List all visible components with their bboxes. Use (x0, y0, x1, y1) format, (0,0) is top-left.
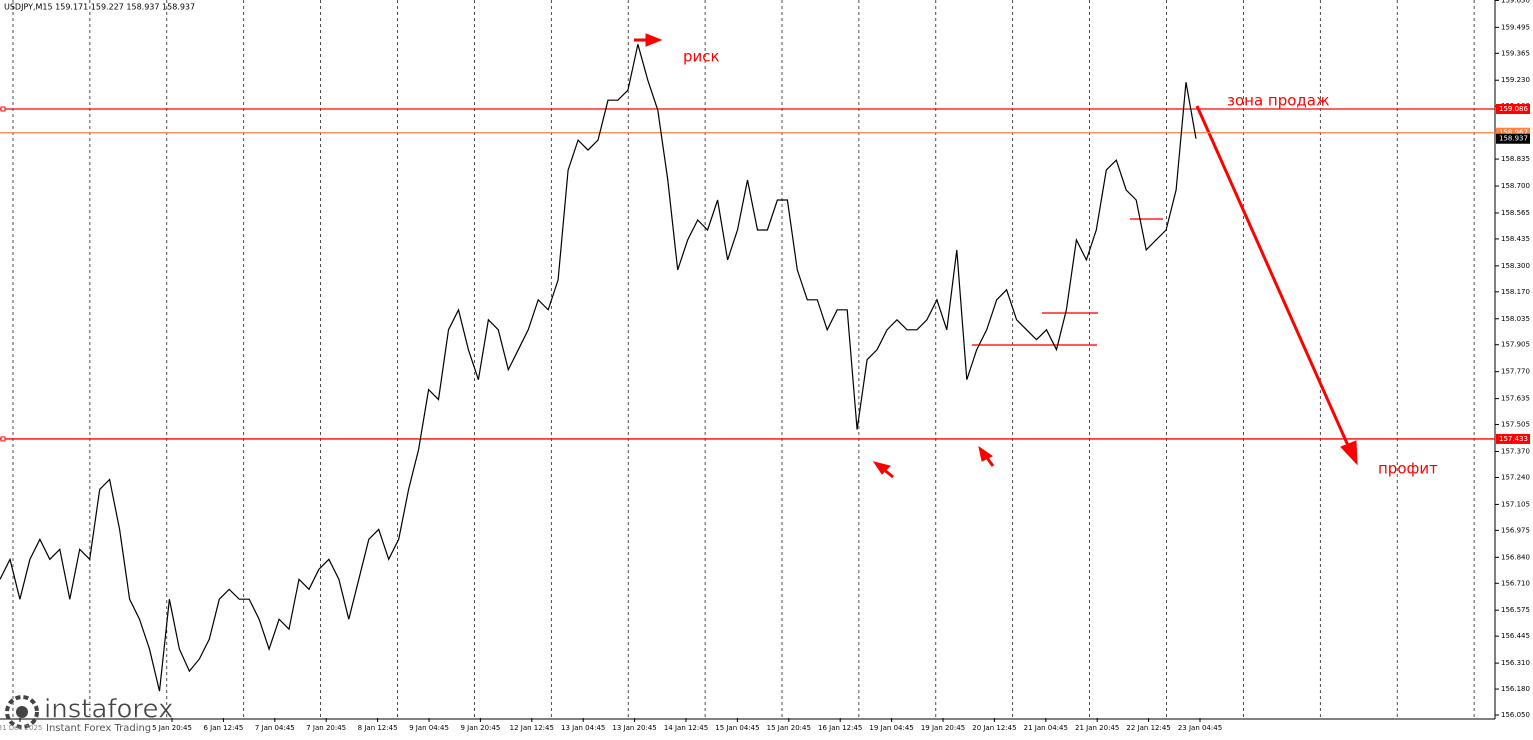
x-tick-label: 7 Jan 20:45 (306, 724, 346, 732)
x-tick-label: 19 Jan 20:45 (921, 724, 965, 732)
y-tick-label: 159.495 (1501, 23, 1530, 31)
y-tick-label: 156.050 (1501, 711, 1530, 719)
arrow (1195, 105, 1352, 451)
x-tick-label: 5 Jan 20:45 (152, 724, 192, 732)
x-tick-label: 23 Jan 04:45 (1178, 724, 1222, 732)
x-tick-label: 31 Dec 2025 (0, 724, 42, 732)
logo: instaforex Instant Forex Trading (5, 694, 174, 734)
level-label-bg (1496, 433, 1530, 444)
x-tick-label: 13 Jan 04:45 (561, 724, 605, 732)
y-tick-label: 159.365 (1501, 49, 1530, 57)
arrow-head (1340, 440, 1358, 466)
annotation: профит (1378, 460, 1438, 478)
x-tick-label: 15 Jan 04:45 (715, 724, 759, 732)
price-line (0, 44, 1197, 692)
arrows (634, 33, 1358, 479)
y-tick-label: 156.310 (1501, 659, 1530, 667)
x-tick-label: 15 Jan 20:45 (767, 724, 811, 732)
y-tick-label: 156.710 (1501, 579, 1530, 587)
y-tick-label: 157.635 (1501, 395, 1530, 403)
y-tick-label: 156.840 (1501, 553, 1530, 561)
y-tick-label: 157.370 (1501, 448, 1530, 456)
arrow-head (978, 445, 993, 462)
x-tick-label: 12 Jan 12:45 (510, 724, 554, 732)
chart-title: USDJPY,M15 159.171 159.227 158.937 158.9… (4, 3, 195, 12)
y-tick-label: 157.240 (1501, 473, 1530, 481)
y-tick-label: 158.835 (1501, 155, 1530, 163)
x-tick-label: 8 Jan 12:45 (358, 724, 398, 732)
level-label-bg (1496, 103, 1530, 114)
y-tick-label: 158.170 (1501, 288, 1530, 296)
x-tick-label: 21 Jan 04:45 (1024, 724, 1068, 732)
x-tick-label: 22 Jan 12:45 (1126, 724, 1170, 732)
y-tick-label: 156.975 (1501, 526, 1530, 534)
logo-brand: instaforex (44, 695, 173, 725)
level-label-bg (1496, 127, 1530, 138)
arrow-head (872, 461, 891, 475)
x-tick-label: 20 Jan 12:45 (972, 724, 1016, 732)
logo-icon (16, 706, 28, 718)
x-tick-label: 9 Jan 04:45 (409, 724, 449, 732)
y-tick-label: 156.180 (1501, 685, 1530, 693)
annotation: риск (683, 48, 720, 66)
drawings (972, 218, 1163, 346)
y-tick-label: 159.630 (1501, 0, 1530, 4)
x-tick-label: 14 Jan 12:45 (664, 724, 708, 732)
level-label: 159.086 (1499, 105, 1528, 113)
y-tick-label: 158.565 (1501, 209, 1530, 217)
x-tick-label: 19 Jan 04:45 (869, 724, 913, 732)
y-tick-label: 158.435 (1501, 235, 1530, 243)
x-tick-label: 9 Jan 20:45 (460, 724, 500, 732)
logo-icon (5, 695, 39, 729)
x-tick-label: 21 Jan 20:45 (1075, 724, 1119, 732)
level-handle (0, 106, 6, 112)
x-tick-label: 16 Jan 12:45 (818, 724, 862, 732)
y-tick-label: 156.575 (1501, 606, 1530, 614)
y-tick-label: 157.505 (1501, 421, 1530, 429)
level-label: 158.937 (1499, 135, 1528, 143)
y-tick-label: 158.300 (1501, 262, 1530, 270)
x-tick-label: 7 Jan 04:45 (255, 724, 295, 732)
arrow-head (645, 33, 663, 47)
level-handle (0, 436, 6, 442)
y-tick-label: 157.770 (1501, 368, 1530, 376)
annotation: зона продаж (1227, 92, 1330, 110)
y-tick-label: 156.445 (1501, 632, 1530, 640)
level-label: 157.433 (1499, 435, 1528, 443)
y-tick-label: 157.105 (1501, 500, 1530, 508)
level-label-bg (1496, 133, 1530, 144)
y-tick-label: 158.035 (1501, 315, 1530, 323)
logo-tagline: Instant Forex Trading (46, 723, 151, 734)
y-tick-label: 157.905 (1501, 341, 1530, 349)
y-tick-label: 159.230 (1501, 76, 1530, 84)
x-tick-label: 6 Jan 12:45 (203, 724, 243, 732)
level-label: 158.967 (1499, 129, 1528, 137)
x-tick-label: 13 Jan 20:45 (612, 724, 656, 732)
y-tick-label: 158.700 (1501, 182, 1530, 190)
